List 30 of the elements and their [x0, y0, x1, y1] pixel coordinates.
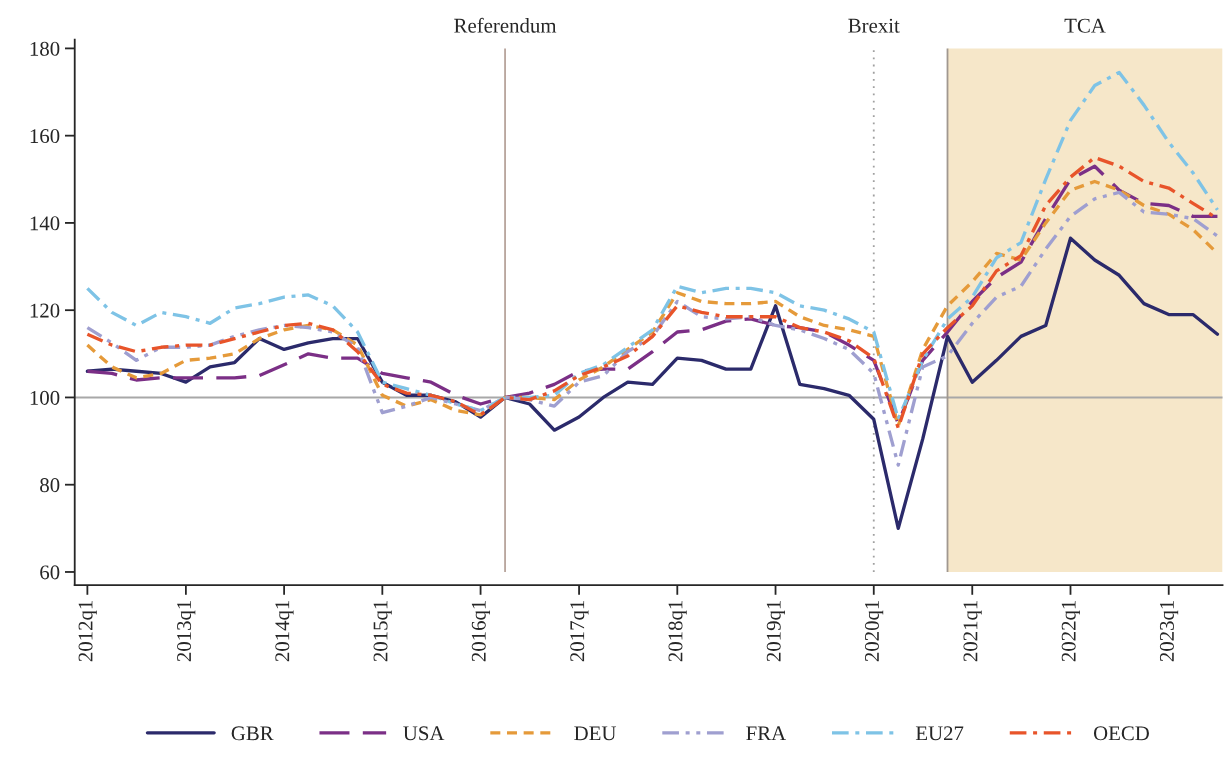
legend-label: USA — [403, 726, 445, 741]
x-tick-label: 2020q1 — [864, 600, 884, 662]
line-series — [85, 70, 1220, 421]
x-tick-label: 2022q1 — [1061, 600, 1080, 662]
line-series — [85, 190, 1220, 467]
x-tick-label: 2012q1 — [78, 600, 97, 662]
y-tick-label: 60 — [40, 565, 60, 580]
legend-label: DEU — [574, 726, 617, 741]
x-tick-label: 2016q1 — [471, 600, 491, 662]
y-tick-label: 100 — [30, 390, 60, 405]
ref-line-label: Referendum — [454, 17, 557, 33]
y-tick-label: 120 — [30, 303, 60, 318]
y-tick-label: 80 — [40, 478, 60, 493]
x-tick-label: 2019q1 — [766, 600, 785, 662]
x-tick-label: 2021q1 — [963, 600, 982, 662]
x-tick-label: 2014q1 — [275, 600, 294, 662]
x-tick-label: 2017q1 — [570, 600, 589, 662]
y-tick-label: 180 — [30, 41, 60, 56]
x-tick-label: 2023q1 — [1159, 600, 1179, 662]
legend-label: EU27 — [915, 726, 964, 741]
legend-label: FRA — [746, 726, 787, 741]
legend-label: OECD — [1093, 726, 1149, 741]
y-tick-label: 140 — [30, 216, 60, 231]
x-tick-label: 2015q1 — [373, 600, 392, 662]
band-label: TCA — [1064, 18, 1106, 33]
x-tick-label: 2018q1 — [668, 600, 687, 662]
legend-label: GBR — [231, 726, 274, 741]
ref-line-label: Brexit — [848, 18, 900, 33]
x-tick-label: 2013q1 — [177, 600, 196, 662]
y-tick-label: 160 — [30, 129, 60, 144]
